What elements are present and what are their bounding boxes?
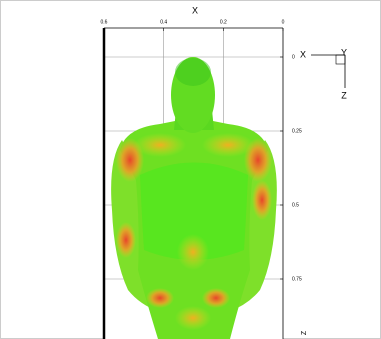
triad-label: Y (341, 47, 347, 57)
z-tick-label: 0.5 (292, 202, 299, 208)
z-tick-label: 0.75 (292, 276, 302, 282)
z-tick-label: 0.25 (292, 128, 302, 134)
z-axis-label: Z (301, 330, 308, 335)
x-tick-label: 0 (282, 19, 285, 25)
x-axis-label: X (192, 5, 198, 15)
z-tick-label: 0 (292, 54, 295, 60)
x-tick-label: 0.4 (160, 19, 167, 25)
triad-label: X (300, 49, 306, 59)
viewer: X Z X Y Z 0.6 0.4 0.2 0 0 0.25 0.5 0.75 (0, 0, 381, 339)
triad-label: Z (341, 90, 347, 100)
x-tick-label: 0.6 (101, 19, 108, 25)
x-tick-label: 0.2 (220, 19, 227, 25)
